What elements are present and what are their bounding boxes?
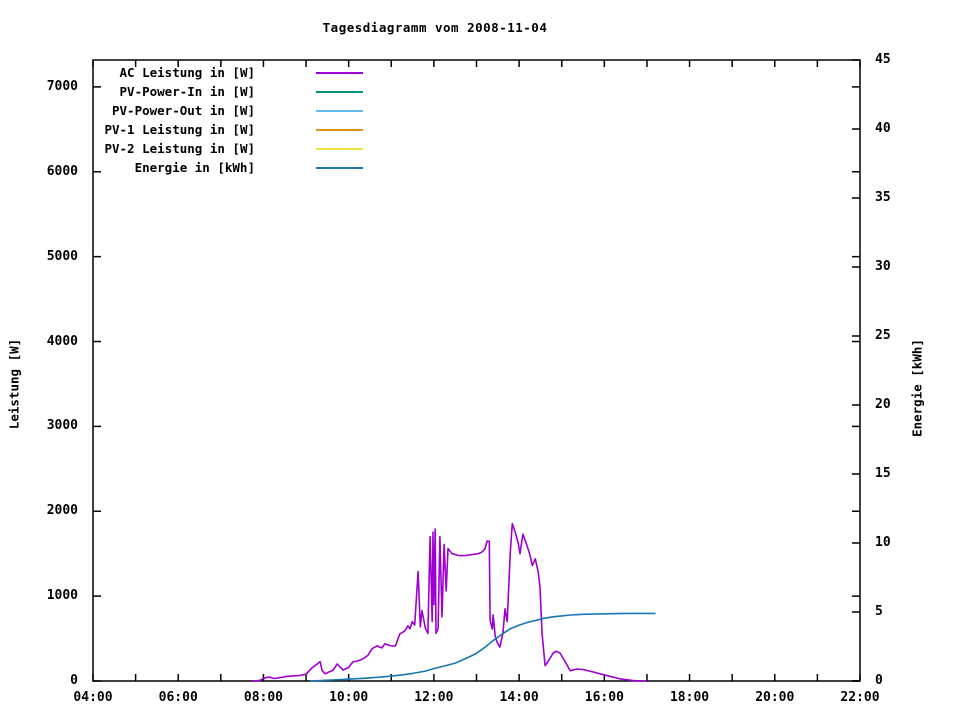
y-right-tick-label: 40	[875, 121, 891, 136]
legend-label: PV-Power-Out in [W]	[112, 103, 255, 118]
y-left-tick-label: 7000	[46, 78, 78, 94]
legend-label: PV-Power-In in [W]	[119, 84, 255, 99]
x-tick-label: 22:00	[840, 690, 880, 705]
y-right-tick-label: 0	[875, 673, 883, 688]
legend-label: Energie in [kWh]	[134, 160, 255, 175]
x-tick-label: 10:00	[329, 690, 369, 705]
legend-swatch	[316, 91, 363, 93]
y-left-tick-label: 1000	[46, 588, 78, 604]
x-tick-label: 20:00	[755, 690, 795, 705]
y-right-tick-label: 10	[875, 535, 891, 550]
legend-swatch	[316, 148, 363, 150]
legend-swatch	[316, 72, 363, 74]
y-left-tick-label: 0	[70, 673, 78, 688]
legend-label: PV-1 Leistung in [W]	[104, 122, 255, 137]
legend-swatch	[316, 129, 363, 131]
y-left-tick-label: 5000	[46, 248, 78, 264]
x-tick-label: 06:00	[158, 690, 198, 705]
x-tick-label: 18:00	[669, 690, 710, 705]
legend-swatch	[316, 167, 363, 169]
x-tick-label: 04:00	[73, 690, 113, 705]
y-left-tick-label: 6000	[46, 163, 78, 179]
y-right-tick-label: 15	[875, 466, 891, 481]
x-tick-label: 14:00	[499, 690, 539, 705]
series-line	[310, 612, 656, 682]
x-tick-label: 08:00	[243, 690, 284, 705]
y-right-tick-label: 25	[875, 328, 891, 343]
axis-ticks	[92, 59, 861, 682]
chart-title: Tagesdiagramm vom 2008-11-04	[322, 20, 548, 35]
y-right-tick-label: 5	[875, 604, 883, 619]
y-right-tick-label: 45	[875, 52, 891, 67]
y-left-tick-label: 2000	[46, 503, 78, 519]
x-tick-label: 12:00	[414, 690, 454, 705]
legend-swatch	[316, 110, 363, 112]
y-left-tick-label: 4000	[46, 333, 78, 349]
y-right-tick-label: 35	[875, 190, 891, 205]
y-right-tick-label: 30	[875, 259, 891, 274]
y-right-tick-label: 20	[875, 397, 891, 412]
series-line	[251, 522, 647, 682]
legend-label: AC Leistung in [W]	[119, 65, 255, 80]
data-series	[251, 522, 656, 682]
x-tick-label: 16:00	[584, 690, 624, 705]
y-left-tick-label: 3000	[46, 418, 78, 434]
legend-label: PV-2 Leistung in [W]	[104, 141, 255, 156]
